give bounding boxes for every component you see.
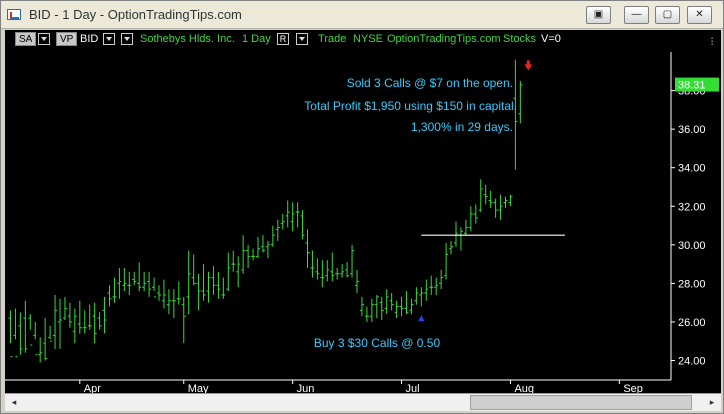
exchange-label: NYSE xyxy=(353,33,383,45)
y-tick-label: 32.00 xyxy=(678,201,706,213)
r-icon[interactable]: R xyxy=(277,33,289,45)
x-tick-label: Jul xyxy=(406,383,420,393)
x-tick-label: Aug xyxy=(514,383,534,393)
scroll-right-icon[interactable]: ▸ xyxy=(709,397,715,407)
company-name: Sothebys Hlds. Inc. xyxy=(140,33,235,45)
price-chart-svg: 24.0026.0028.0030.0032.0034.0036.0038.00… xyxy=(5,52,719,393)
maximize-button[interactable]: ▢ xyxy=(655,6,680,24)
sell-arrow-stem xyxy=(526,60,530,65)
annotation-sold: Sold 3 Calls @ $7 on the open. xyxy=(347,76,513,90)
restore-icon[interactable]: ▣ xyxy=(586,6,611,24)
y-tick-label: 24.00 xyxy=(678,356,706,368)
title-bar: BID - 1 Day - OptionTradingTips.com ▣ — … xyxy=(1,1,723,29)
annotation-percent: 1,300% in 29 days. xyxy=(411,120,513,134)
symbol-label[interactable]: BID xyxy=(80,33,99,45)
chart-toolbar: SA VP BID Sothebys Hlds. Inc. 1 Day R Tr… xyxy=(5,30,721,48)
sa-button[interactable]: SA xyxy=(15,32,37,46)
minimize-button[interactable]: — xyxy=(624,6,649,24)
x-tick-label: Sep xyxy=(623,383,643,393)
sa-dropdown-icon[interactable] xyxy=(38,33,50,45)
volume-label: V=0 xyxy=(541,33,561,45)
last-price-badge xyxy=(675,77,719,92)
symbol-dropdown-icon[interactable] xyxy=(103,33,115,45)
chart-side-menu-icon[interactable]: ⫶ xyxy=(710,37,714,48)
close-button[interactable]: ✕ xyxy=(687,6,712,24)
x-tick-label: Apr xyxy=(84,383,101,393)
x-tick-label: May xyxy=(188,383,209,393)
scroll-thumb[interactable] xyxy=(470,395,692,410)
annotation-buy: Buy 3 $30 Calls @ 0.50 xyxy=(314,336,441,350)
site-label: OptionTradingTips.com xyxy=(387,33,501,45)
y-tick-label: 28.00 xyxy=(678,278,706,290)
y-tick-label: 26.00 xyxy=(678,317,706,329)
horizontal-scrollbar[interactable]: ◂ ▸ xyxy=(5,393,721,411)
interval-dropdown-icon[interactable] xyxy=(296,33,308,45)
chart-area[interactable]: 24.0026.0028.0030.0032.0034.0036.0038.00… xyxy=(5,30,721,393)
window-title: BID - 1 Day - OptionTradingTips.com xyxy=(29,7,242,22)
x-tick-label: Jun xyxy=(297,383,315,393)
buy-arrow-icon xyxy=(418,315,425,322)
y-tick-label: 36.00 xyxy=(678,124,706,136)
last-price-label: 38.31 xyxy=(678,80,706,92)
vp-button[interactable]: VP xyxy=(56,32,78,46)
scroll-left-icon[interactable]: ◂ xyxy=(11,397,17,407)
y-tick-label: 30.00 xyxy=(678,240,706,252)
chart-app-icon xyxy=(7,9,21,20)
mode-label: Trade xyxy=(318,33,347,45)
annotation-profit: Total Profit $1,950 using $150 in capita… xyxy=(304,99,517,113)
sell-arrow-icon xyxy=(524,64,533,71)
y-tick-label: 34.00 xyxy=(678,163,706,175)
category-label: Stocks xyxy=(503,33,537,45)
interval-label[interactable]: 1 Day xyxy=(242,33,271,45)
company-dropdown-icon[interactable] xyxy=(121,33,133,45)
